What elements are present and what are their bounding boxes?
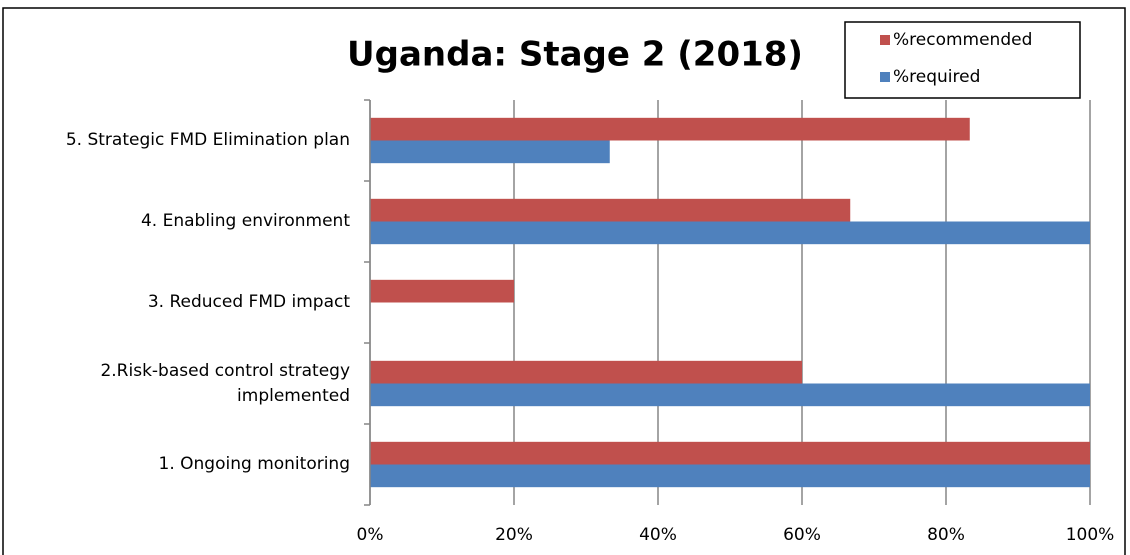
legend-swatch	[880, 72, 890, 82]
legend-swatch	[880, 35, 890, 45]
legend-label: %recommended	[893, 30, 1032, 50]
bar	[370, 383, 1090, 407]
category-label: 4. Enabling environment	[140, 211, 350, 231]
bar	[370, 221, 1090, 245]
legend-label: %required	[893, 67, 980, 87]
category-label: 3. Reduced FMD impact	[147, 292, 350, 312]
x-tick-label: 0%	[357, 525, 384, 545]
category-label-text: 2.Risk-based control strategy implemente…	[100, 360, 350, 406]
x-tick-label: 40%	[639, 525, 677, 545]
bar	[370, 360, 802, 384]
bar	[370, 279, 514, 303]
bar	[370, 441, 1090, 465]
x-tick-label: 80%	[927, 525, 965, 545]
x-tick-label: 60%	[783, 525, 821, 545]
category-label: 1. Ongoing monitoring	[158, 454, 350, 474]
chart-title: Uganda: Stage 2 (2018)	[347, 35, 803, 75]
bar	[370, 464, 1090, 488]
bar	[370, 117, 970, 141]
bar	[370, 198, 851, 222]
x-tick-label: 100%	[1066, 525, 1115, 545]
category-label: 5. Strategic FMD Elimination plan	[65, 130, 350, 150]
bar	[370, 140, 610, 164]
category-label-text: 5. Strategic FMD Elimination plan	[65, 130, 350, 150]
category-label-text: 1. Ongoing monitoring	[158, 454, 350, 474]
category-label-text: 4. Enabling environment	[140, 211, 350, 231]
category-label: 2.Risk-based control strategy implemente…	[100, 360, 350, 406]
legend-box	[844, 21, 1081, 99]
category-label-text: 3. Reduced FMD impact	[147, 292, 350, 312]
x-tick-label: 20%	[495, 525, 533, 545]
